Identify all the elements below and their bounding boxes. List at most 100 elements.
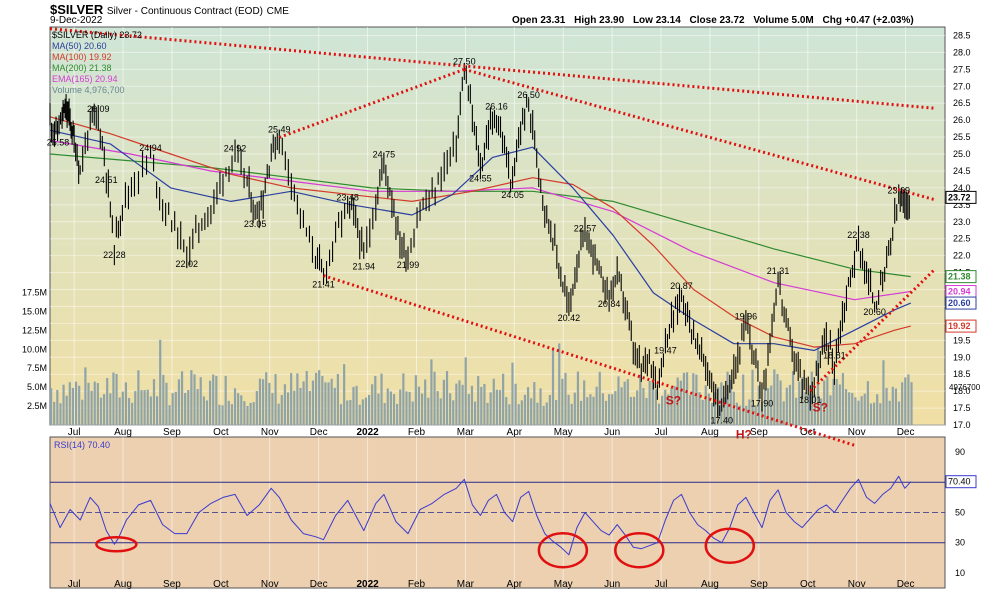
price-label: 24.92 <box>224 144 247 154</box>
price-tick-label: 26.0 <box>953 115 971 125</box>
price-tick-label: 22.5 <box>953 234 971 244</box>
quote-volume: Volume 5.0M <box>753 15 814 26</box>
volume-bar <box>545 402 548 425</box>
price-tick-label: 19.0 <box>953 352 971 362</box>
quote-high: High 23.90 <box>574 15 625 26</box>
rsi-oversold-circle <box>95 535 138 553</box>
volume-bar <box>124 382 128 425</box>
volume-bar <box>626 379 629 425</box>
volume-bar <box>894 388 898 425</box>
volume-bar <box>115 373 118 425</box>
volume-bar <box>486 402 489 425</box>
volume-bar <box>573 392 576 425</box>
rsi-month-tick-label: Aug <box>114 579 132 590</box>
volume-bar <box>589 394 592 425</box>
volume-bar <box>155 396 159 425</box>
chart-title: $SILVER Silver - Continuous Contract (EO… <box>50 2 289 17</box>
volume-bar <box>848 392 851 425</box>
volume-bar <box>427 397 430 425</box>
right-value-text: 20.60 <box>948 298 971 308</box>
volume-tick-label: 15.0M <box>22 306 47 316</box>
volume-bar <box>704 385 707 425</box>
volume-bar <box>243 401 246 425</box>
volume-bar <box>483 383 486 425</box>
volume-bar <box>305 370 308 425</box>
rsi-value-text: 70.40 <box>948 477 971 487</box>
month-tick-label: Oct <box>800 427 816 438</box>
price-tick-label: 18.5 <box>953 369 971 379</box>
rsi-month-tick-label: Nov <box>848 579 866 590</box>
volume-tick-label: 12.5M <box>22 325 47 335</box>
volume-bar <box>536 402 539 425</box>
price-label: 24.75 <box>373 149 396 159</box>
price-tick-label: 23.0 <box>953 217 971 227</box>
volume-bar <box>586 397 589 425</box>
volume-bar <box>489 392 492 425</box>
volume-bar <box>112 372 115 425</box>
volume-bar <box>180 371 184 425</box>
volume-bar <box>860 396 863 425</box>
price-label: 23.69 <box>887 185 910 195</box>
volume-bar <box>324 382 327 425</box>
volume-bar <box>439 398 442 425</box>
month-tick-label: Feb <box>408 427 426 438</box>
price-label: 20.60 <box>863 307 886 317</box>
volume-bar <box>517 404 520 425</box>
volume-bar <box>838 384 841 425</box>
quote-strip: Open 23.31 High 23.90 Low 23.14 Close 23… <box>512 15 920 26</box>
volume-bar <box>364 397 368 425</box>
rsi-month-tick-label: Dec <box>310 579 328 590</box>
volume-bar <box>218 404 221 425</box>
volume-bar <box>614 391 617 425</box>
volume-bar <box>533 382 536 425</box>
volume-bar <box>620 387 623 425</box>
volume-bar <box>458 380 461 425</box>
volume-bar <box>224 375 227 425</box>
volume-bar <box>829 395 832 425</box>
volume-bar <box>277 403 280 425</box>
volume-bar <box>604 400 608 425</box>
volume-bar <box>174 391 177 425</box>
volume-bar <box>442 379 445 425</box>
volume-bar <box>165 382 168 425</box>
volume-bar <box>869 403 873 425</box>
ma50-line <box>49 129 912 352</box>
volume-bar <box>679 380 682 425</box>
month-tick-label: Sep <box>750 427 768 438</box>
volume-bar <box>738 405 742 425</box>
volume-bar <box>99 397 103 425</box>
volume-bar <box>676 377 679 425</box>
volume-bar <box>576 371 580 425</box>
price-label: 24.55 <box>469 173 492 183</box>
rsi-month-tick-label: Feb <box>408 579 426 590</box>
volume-bar <box>227 400 230 425</box>
price-tick-label: 27.0 <box>953 81 971 91</box>
volume-bar <box>68 382 71 425</box>
volume-bar <box>495 389 498 425</box>
price-label: 19.96 <box>735 312 758 322</box>
volume-bar <box>414 375 417 425</box>
price-tick-label: 25.0 <box>953 149 971 159</box>
volume-bar <box>433 371 436 425</box>
quote-open: Open 23.31 <box>512 15 566 26</box>
rsi-month-tick-label: Jun <box>604 579 620 590</box>
volume-bar <box>885 387 888 425</box>
legend-volume: Volume 4,976,700 <box>52 85 125 95</box>
volume-bar <box>293 390 296 425</box>
volume-bar <box>592 396 595 425</box>
volume-tick-label: 2.5M <box>27 401 47 411</box>
volume-bar <box>221 405 224 425</box>
volume-bar <box>748 399 751 425</box>
volume-bar <box>785 387 788 425</box>
month-tick-label: Oct <box>213 427 229 438</box>
volume-bar <box>405 391 408 425</box>
volume-bar <box>904 377 907 425</box>
volume-bar <box>240 395 243 425</box>
rsi-month-tick-label: Mar <box>457 579 475 590</box>
price-tick-label: 27.5 <box>953 64 971 74</box>
volume-bar <box>520 400 523 425</box>
volume-bar <box>611 394 614 425</box>
price-label: 21.99 <box>397 260 420 270</box>
price-label: 17.40 <box>710 415 733 425</box>
volume-bar <box>87 382 90 425</box>
